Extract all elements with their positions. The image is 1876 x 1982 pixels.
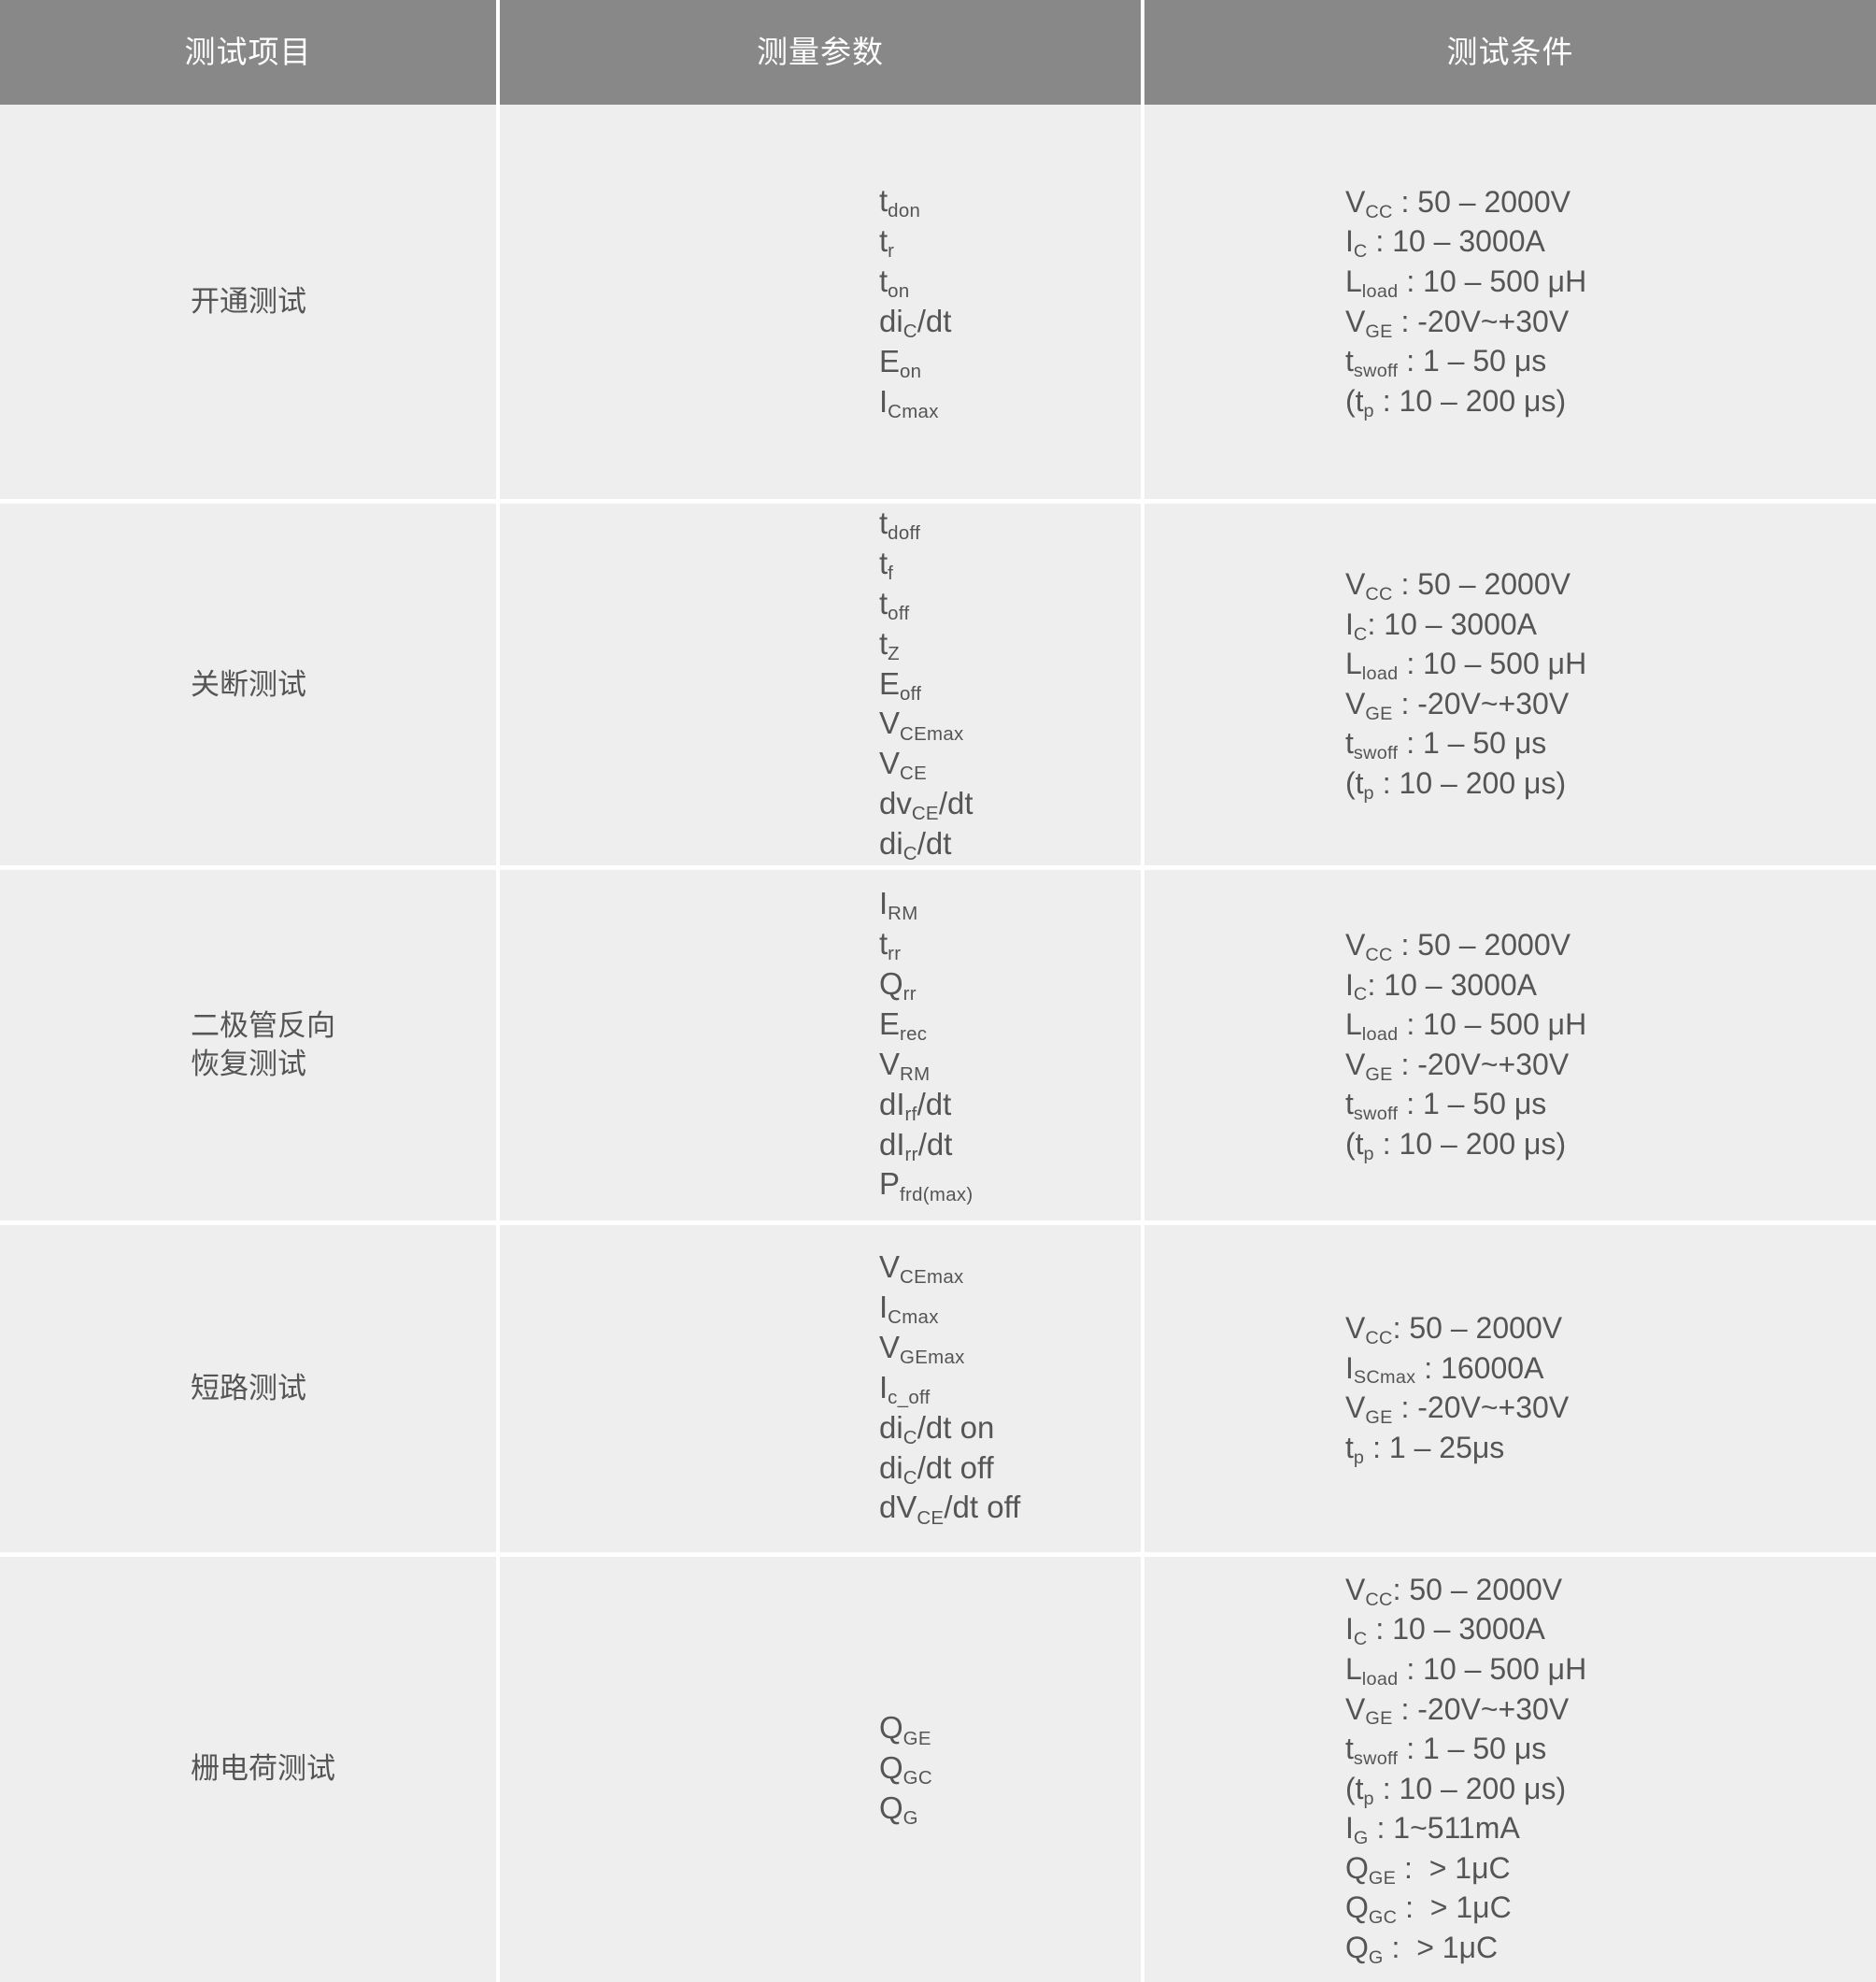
- table-body: 开通测试 tdon tr ton diC/dt Eon ICmax VCC : 50 – 20…: [0, 105, 1876, 1982]
- condition-line: ISCmax : 16000A: [1345, 1350, 1544, 1389]
- cell-test-item: 二极管反向 恢复测试: [0, 869, 500, 1225]
- condition-line: (tp : 10 – 200 μs): [1345, 383, 1567, 421]
- condition-line: QG : > 1μC: [1345, 1930, 1499, 1968]
- condition-line: VGE : -20V~+30V: [1345, 1390, 1570, 1429]
- condition-line: VCC : 50 – 2000V: [1345, 927, 1570, 965]
- condition-line: VGE : -20V~+30V: [1345, 686, 1570, 724]
- header-test-condition: 测试条件: [1144, 0, 1876, 105]
- cell-test-item: 短路测试: [0, 1224, 500, 1557]
- condition-line: IC: 10 – 3000A: [1345, 967, 1537, 1005]
- condition-line: Lload : 10 – 500 μH: [1345, 264, 1587, 302]
- table-row: 栅电荷测试 QGE QGC QG VCC: 50 – 2000V IC : 10 – 30…: [0, 1556, 1876, 1982]
- cell-measurement-parameters: VCEmax ICmax VGEmax Ic_off diC/dt on diC/dt o…: [500, 1224, 1144, 1557]
- parameter-line: QGC: [879, 1750, 932, 1790]
- parameter-line: diC/dt off: [879, 1449, 994, 1489]
- parameter-line: VCEmax: [879, 706, 964, 745]
- condition-line: (tp : 10 – 200 μs): [1345, 1771, 1567, 1809]
- condition-line: (tp : 10 – 200 μs): [1345, 1126, 1567, 1164]
- condition-line: tswoff : 1 – 50 μs: [1345, 1087, 1547, 1125]
- condition-line: tp : 1 – 25μs: [1345, 1430, 1505, 1468]
- parameter-line: Erec: [879, 1005, 928, 1045]
- cell-test-conditions: VCC: 50 – 2000V ISCmax : 16000A VGE : -20V…: [1144, 1224, 1876, 1557]
- parameter-line: VCEmax: [879, 1249, 964, 1289]
- table-row: 关断测试 tdoff tf toff tZ Eoff VCEmax VCE dvCE/dt diC…: [0, 504, 1876, 870]
- parameter-line: tdon: [879, 183, 921, 222]
- cell-measurement-parameters: IRM trr Qrr Erec VRM dIrf/dt dIrr/dt Pfrd(max): [500, 869, 1144, 1225]
- test-item-line: 栅电荷测试: [191, 1752, 335, 1786]
- test-item-line: 二极管反向: [191, 1008, 335, 1042]
- table-row: 二极管反向 恢复测试 IRM trr Qrr Erec VRM dIrf/dt dIrr/dt P…: [0, 869, 1876, 1225]
- parameter-line: tf: [879, 545, 894, 585]
- parameter-line: ICmax: [879, 1290, 939, 1329]
- cell-test-item: 栅电荷测试: [0, 1556, 500, 1982]
- parameter-line: Ic_off: [879, 1369, 931, 1408]
- cell-test-conditions: VCC : 50 – 2000V IC: 10 – 3000A Lload : 10…: [1144, 869, 1876, 1225]
- condition-line: VCC : 50 – 2000V: [1345, 567, 1570, 606]
- parameter-line: ton: [879, 263, 910, 302]
- parameter-line: dVCE/dt off: [879, 1490, 1021, 1529]
- condition-line: (tp : 10 – 200 μs): [1345, 765, 1567, 804]
- condition-line: tswoff : 1 – 50 μs: [1345, 726, 1547, 764]
- table-row: 开通测试 tdon tr ton diC/dt Eon ICmax VCC : 50 – 20…: [0, 105, 1876, 504]
- parameter-line: toff: [879, 585, 910, 624]
- condition-line: Lload : 10 – 500 μH: [1345, 1007, 1587, 1045]
- parameter-line: QG: [879, 1790, 918, 1830]
- condition-line: IC: 10 – 3000A: [1345, 606, 1537, 645]
- parameter-line: QGE: [879, 1710, 931, 1749]
- cell-measurement-parameters: tdoff tf toff tZ Eoff VCEmax VCE dvCE/dt diC/dt: [500, 504, 1144, 870]
- cell-measurement-parameters: QGE QGC QG: [500, 1556, 1144, 1982]
- condition-line: tswoff : 1 – 50 μs: [1345, 344, 1547, 382]
- table-row: 短路测试 VCEmax ICmax VGEmax Ic_off diC/dt on diC/…: [0, 1224, 1876, 1557]
- condition-line: VGE : -20V~+30V: [1345, 304, 1570, 342]
- parameter-line: tr: [879, 222, 895, 263]
- condition-line: IC : 10 – 3000A: [1345, 1612, 1545, 1650]
- cell-test-conditions: VCC : 50 – 2000V IC : 10 – 3000A Lload : 1…: [1144, 105, 1876, 504]
- test-item-line: 关断测试: [191, 667, 306, 701]
- condition-line: IC : 10 – 3000A: [1345, 224, 1545, 263]
- parameter-line: dIrf/dt: [879, 1086, 952, 1125]
- condition-line: VCC: 50 – 2000V: [1345, 1572, 1563, 1610]
- condition-line: IG : 1~511mA: [1345, 1811, 1520, 1849]
- parameter-line: diC/dt on: [879, 1409, 995, 1448]
- test-item-line: 开通测试: [191, 285, 306, 319]
- parameter-line: tZ: [879, 625, 900, 664]
- condition-line: QGC : > 1μC: [1345, 1890, 1512, 1929]
- condition-line: Lload : 10 – 500 μH: [1345, 647, 1587, 685]
- parameter-line: tdoff: [879, 506, 921, 545]
- table-header: 测试项目 测量参数 测试条件: [0, 0, 1876, 105]
- cell-test-item: 开通测试: [0, 105, 500, 504]
- parameter-line: IRM: [879, 886, 918, 925]
- cell-measurement-parameters: tdon tr ton diC/dt Eon ICmax: [500, 105, 1144, 504]
- test-item-line: 短路测试: [191, 1371, 306, 1405]
- header-test-item: 测试项目: [0, 0, 500, 105]
- cell-test-conditions: VCC : 50 – 2000V IC: 10 – 3000A Lload : 10…: [1144, 504, 1876, 870]
- parameter-line: VCE: [879, 746, 928, 785]
- header-measurement-parameter: 测量参数: [500, 0, 1144, 105]
- condition-line: Lload : 10 – 500 μH: [1345, 1651, 1587, 1690]
- condition-line: VGE : -20V~+30V: [1345, 1047, 1570, 1085]
- parameter-line: dvCE/dt: [879, 786, 974, 825]
- condition-line: tswoff : 1 – 50 μs: [1345, 1732, 1547, 1769]
- table-header-row: 测试项目 测量参数 测试条件: [0, 0, 1876, 105]
- parameter-line: ICmax: [879, 383, 939, 422]
- cell-test-conditions: VCC: 50 – 2000V IC : 10 – 3000A Lload : 10…: [1144, 1556, 1876, 1982]
- condition-line: QGE : > 1μC: [1345, 1850, 1511, 1889]
- test-item-line: 恢复测试: [191, 1048, 306, 1081]
- cell-test-item: 关断测试: [0, 504, 500, 870]
- condition-line: VCC : 50 – 2000V: [1345, 184, 1570, 222]
- parameter-line: diC/dt: [879, 826, 952, 865]
- parameter-line: VGEmax: [879, 1329, 965, 1369]
- parameter-line: Eon: [879, 343, 922, 382]
- condition-line: VCC: 50 – 2000V: [1345, 1311, 1563, 1348]
- parameter-line: Eoff: [879, 665, 922, 705]
- parameter-line: diC/dt: [879, 303, 952, 342]
- condition-line: VGE : -20V~+30V: [1345, 1691, 1570, 1730]
- parameter-line: dIrr/dt: [879, 1126, 953, 1165]
- parameter-line: trr: [879, 926, 902, 965]
- parameter-line: Qrr: [879, 965, 917, 1005]
- parameter-line: Pfrd(max): [879, 1166, 974, 1205]
- parameter-line: VRM: [879, 1046, 931, 1085]
